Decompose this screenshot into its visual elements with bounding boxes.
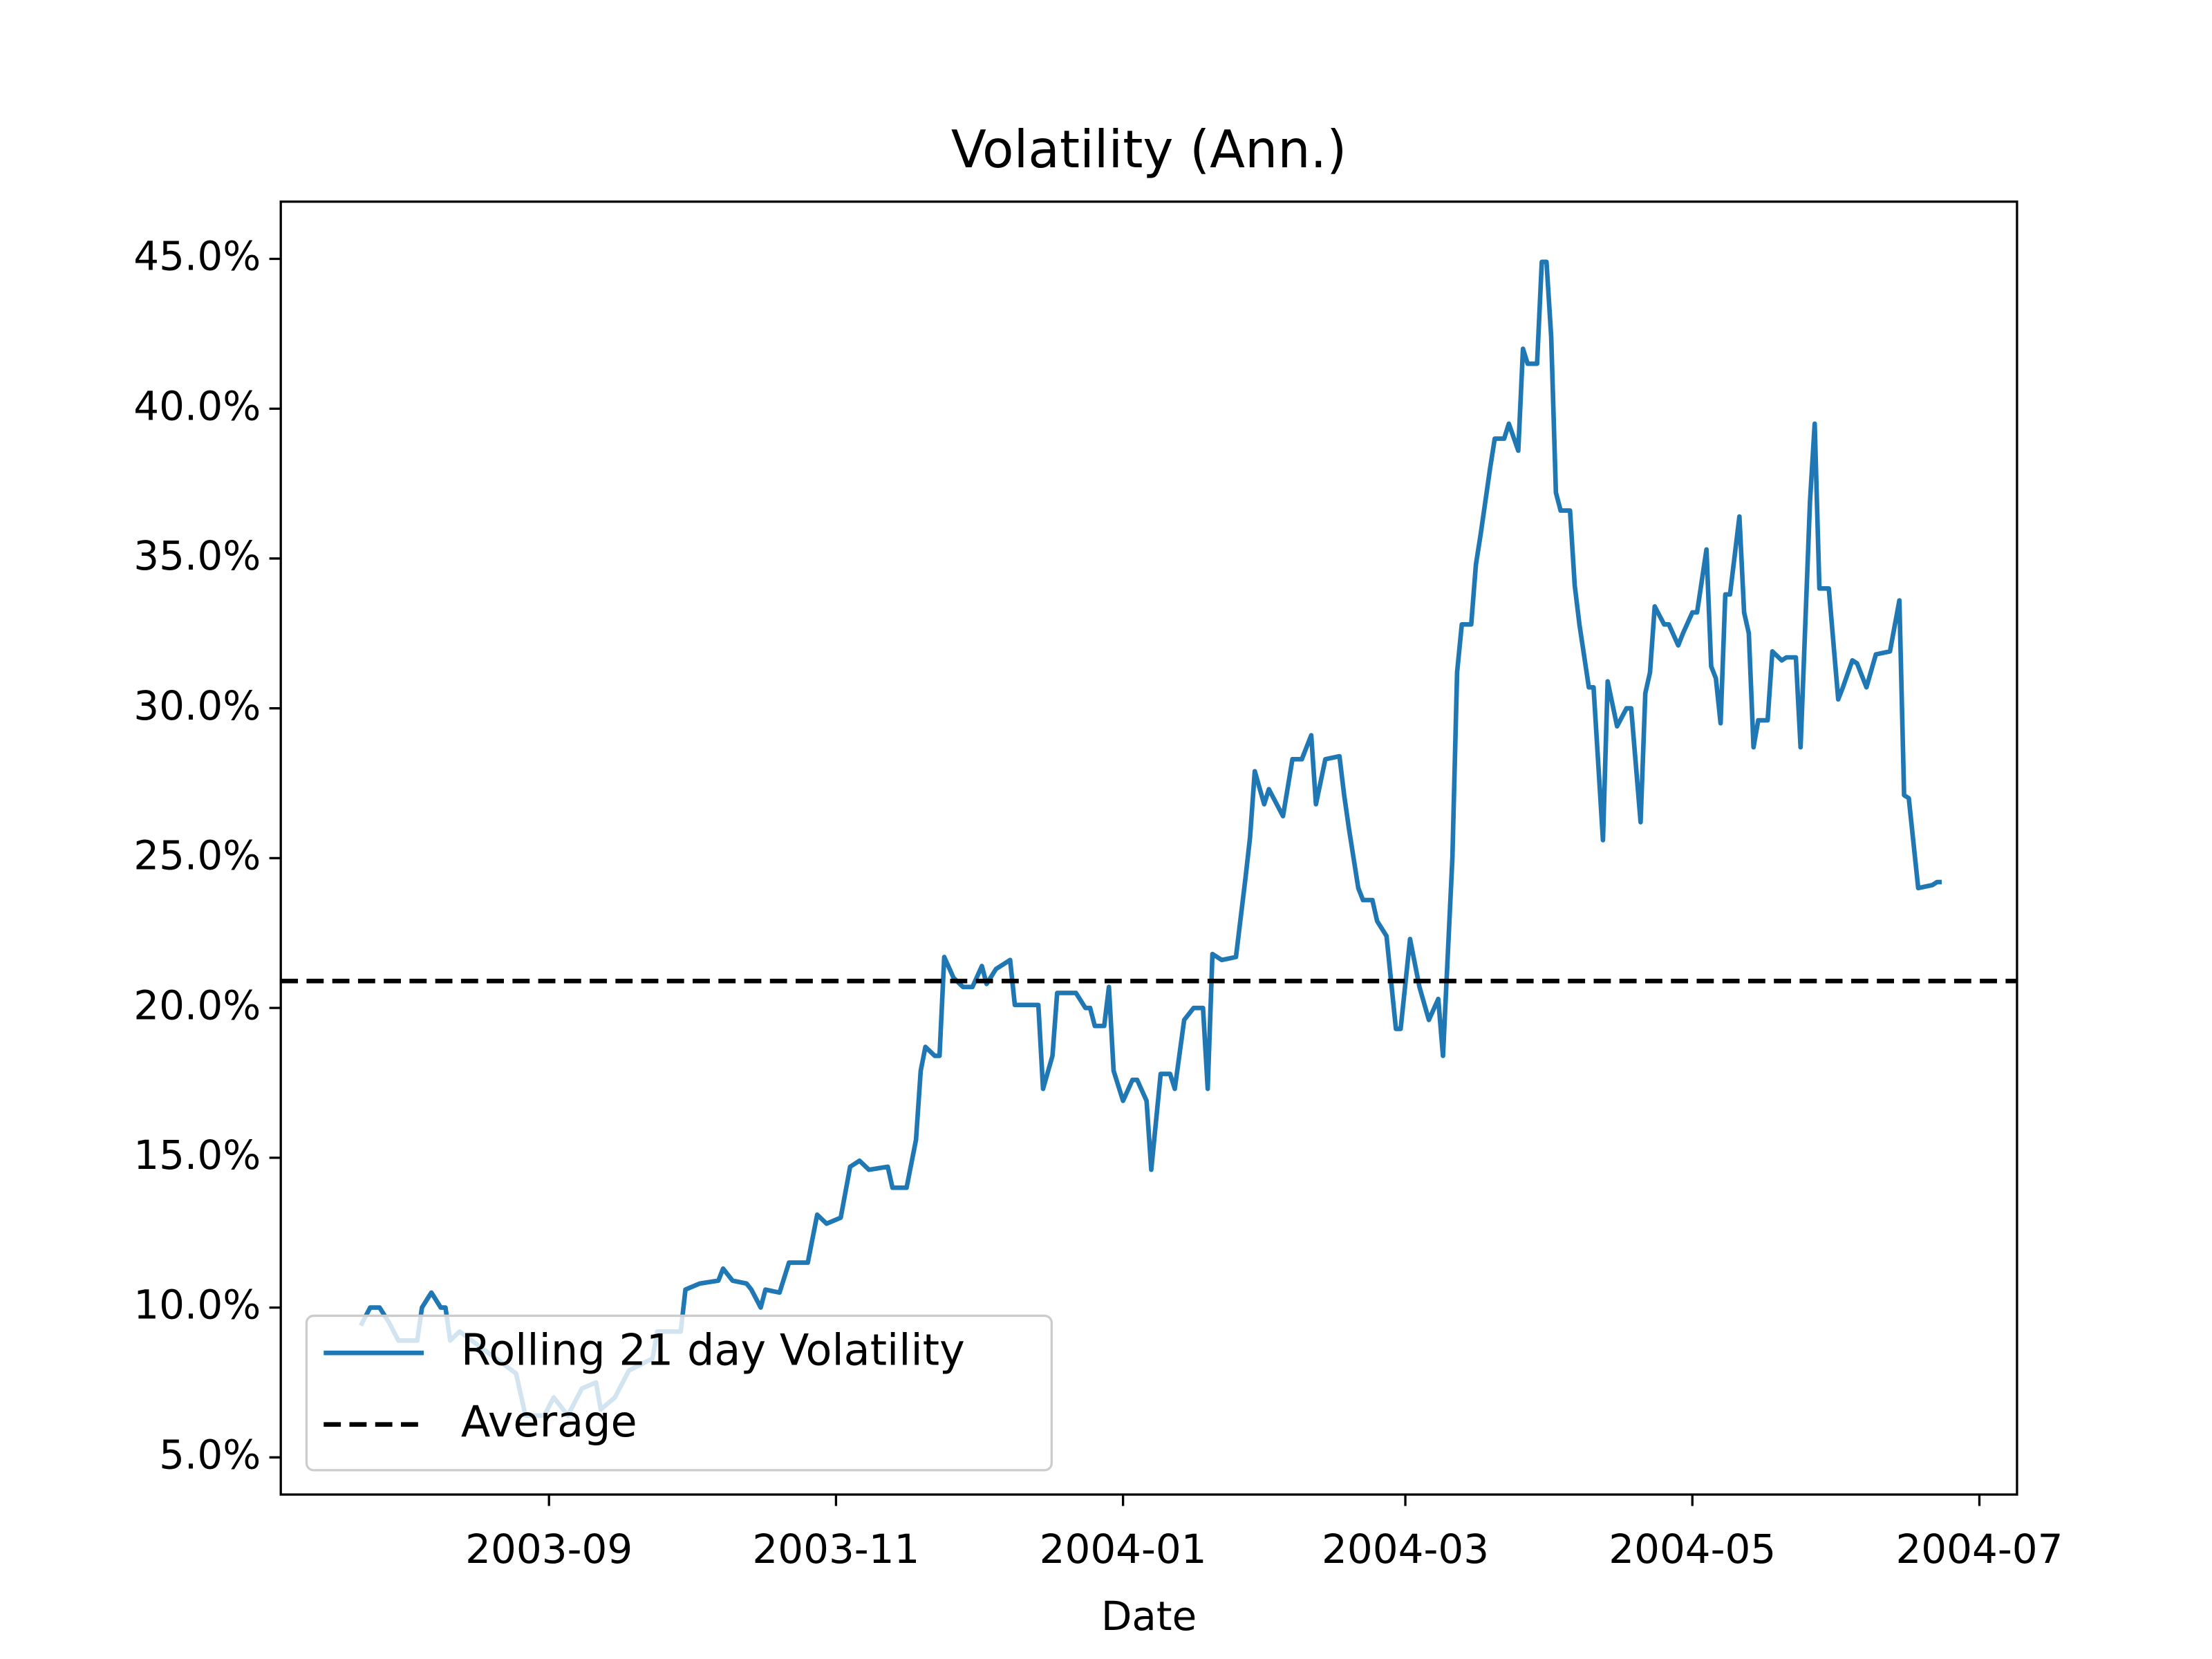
y-tick-label: 25.0% xyxy=(133,832,261,879)
y-tick-label: 10.0% xyxy=(133,1282,261,1329)
x-axis-label: Date xyxy=(1101,1593,1197,1640)
x-tick-label: 2003-11 xyxy=(752,1526,919,1573)
y-tick-label: 5.0% xyxy=(159,1431,261,1478)
y-tick-label: 30.0% xyxy=(133,682,261,729)
series-line xyxy=(358,259,1942,1418)
x-tick-label: 2004-07 xyxy=(1895,1526,2063,1573)
y-tick-label: 40.0% xyxy=(133,382,261,429)
y-tick-label: 20.0% xyxy=(133,982,261,1029)
chart-title: Volatility (Ann.) xyxy=(951,120,1347,180)
x-tick-label: 2004-03 xyxy=(1322,1526,1489,1573)
x-tick-label: 2004-05 xyxy=(1609,1526,1776,1573)
legend-label: Rolling 21 day Volatility xyxy=(461,1324,965,1375)
plot-frame xyxy=(279,200,2018,1496)
y-tick-label: 15.0% xyxy=(133,1132,261,1179)
legend-label: Average xyxy=(461,1396,637,1447)
x-tick-label: 2004-01 xyxy=(1040,1526,1207,1573)
y-tick-label: 45.0% xyxy=(133,233,261,280)
y-tick-label: 35.0% xyxy=(133,532,261,579)
legend-box xyxy=(305,1314,1053,1472)
x-tick-label: 2003-09 xyxy=(465,1526,632,1573)
